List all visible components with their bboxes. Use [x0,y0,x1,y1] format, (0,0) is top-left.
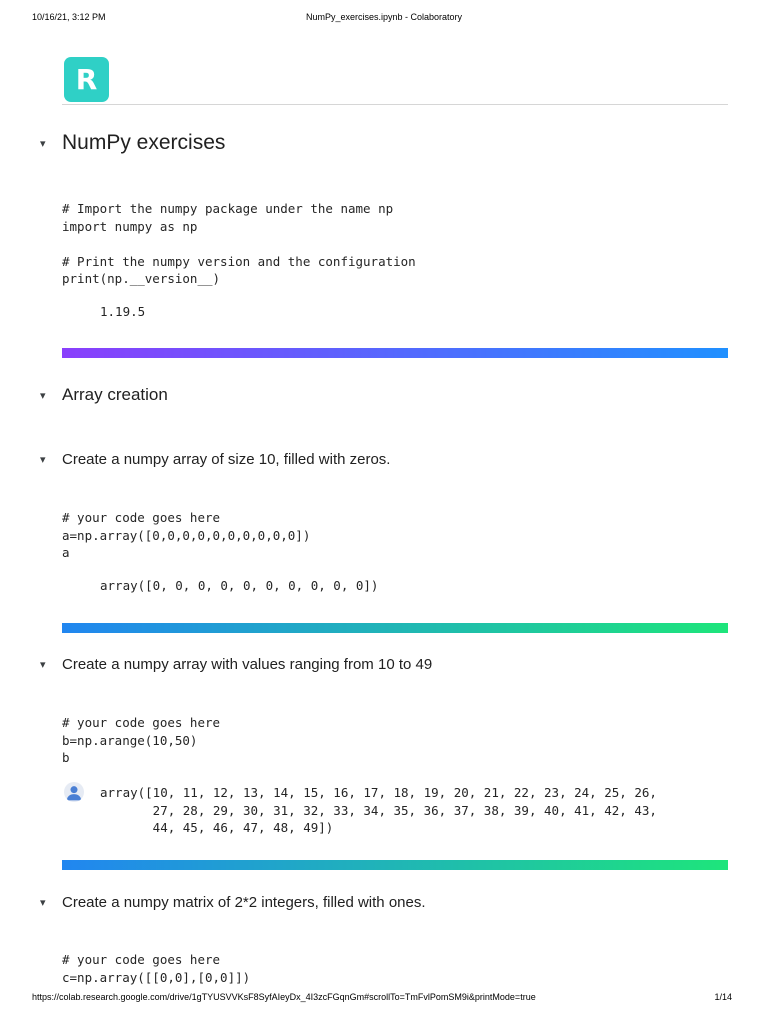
heading-text: Create a numpy matrix of 2*2 integers, f… [62,894,426,911]
heading-text: Array creation [62,385,168,404]
collapse-arrow-icon: ▾ [40,659,46,671]
code-cell-imports: # Import the numpy package under the nam… [62,201,416,286]
gradient-divider [62,860,728,870]
page-indicator: 1/14 [714,992,732,1002]
heading-text: Create a numpy array of size 10, filled … [62,451,391,468]
notebook-logo: R [64,57,109,102]
section-heading-range-array: ▾ Create a numpy array with values rangi… [40,656,432,673]
print-header: 10/16/21, 3:12 PM NumPy_exercises.ipynb … [0,12,768,26]
gradient-divider [62,623,728,633]
output-zeros-array: array([0, 0, 0, 0, 0, 0, 0, 0, 0, 0]) [100,578,379,593]
collapse-arrow-icon: ▾ [40,897,46,909]
print-footer: https://colab.research.google.com/drive/… [0,992,768,1006]
section-heading-numpy-exercises: ▾ NumPy exercises [40,131,225,155]
logo-letter: R [75,62,98,96]
print-timestamp: 10/16/21, 3:12 PM [32,12,106,22]
code-cell-zeros: # your code goes here a=np.array([0,0,0,… [62,510,311,560]
section-heading-ones-matrix: ▾ Create a numpy matrix of 2*2 integers,… [40,894,426,911]
document-title: NumPy_exercises.ipynb - Colaboratory [305,12,463,22]
header-divider-line [62,104,728,105]
collapse-arrow-icon: ▾ [40,137,46,150]
collapse-arrow-icon: ▾ [40,454,46,466]
heading-text: NumPy exercises [62,131,226,154]
user-avatar-icon [64,782,84,802]
footer-url: https://colab.research.google.com/drive/… [32,992,536,1002]
section-heading-zeros-array: ▾ Create a numpy array of size 10, fille… [40,451,390,468]
code-cell-matrix: # your code goes here c=np.array([[0,0],… [62,952,251,985]
section-heading-array-creation: ▾ Array creation [40,385,168,405]
heading-text: Create a numpy array with values ranging… [62,656,433,673]
gradient-divider [62,348,728,358]
code-cell-arange: # your code goes here b=np.arange(10,50)… [62,715,221,765]
output-arange-array: array([10, 11, 12, 13, 14, 15, 16, 17, 1… [100,785,657,835]
person-icon [66,786,82,801]
output-numpy-version: 1.19.5 [100,304,146,319]
collapse-arrow-icon: ▾ [40,389,46,402]
